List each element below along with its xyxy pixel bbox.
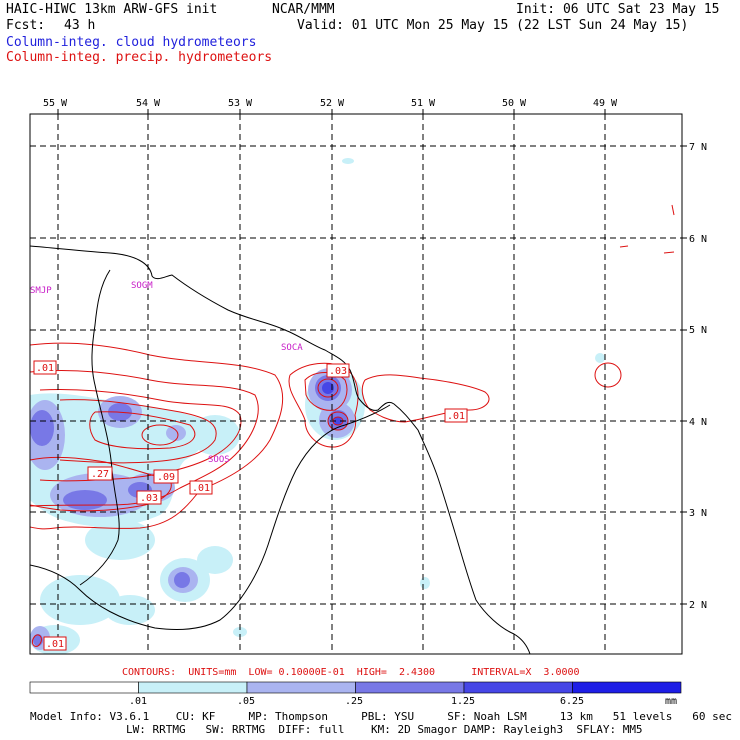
lon-label: 55 W [43, 98, 68, 109]
station-label: SOCA [281, 343, 303, 353]
colorbar-segment [355, 681, 465, 694]
forecast-label: Fcst: [6, 18, 46, 33]
field-precip-title: Column-integ. precip. hydrometeors [6, 50, 273, 65]
lon-label: 49 W [593, 98, 618, 109]
colorbar-tick: .05 [237, 696, 255, 707]
svg-text:.01: .01 [36, 363, 54, 374]
lon-label: 54 W [136, 98, 161, 109]
station-label: SOGM [131, 281, 153, 291]
svg-text:.01: .01 [447, 411, 465, 422]
model-info-line-2: LW: RRTMG SW: RRTMG DIFF: full KM: 2D Sm… [126, 723, 643, 736]
colorbar-tick: .25 [345, 696, 363, 707]
contour-label: .01 [189, 480, 213, 495]
model-info-line-1: Model Info: V3.6.1 CU: KF MP: Thompson P… [30, 710, 732, 723]
lat-lon-grid [30, 114, 682, 654]
init-time: Init: 06 UTC Sat 23 May 15 [516, 2, 720, 17]
lat-label: 3 N [689, 508, 707, 519]
colorbar-tick: 1.25 [451, 696, 475, 707]
field-cloud-title: Column-integ. cloud hydrometeors [6, 35, 257, 50]
valid-time: Valid: 01 UTC Mon 25 May 15 (22 LST Sun … [297, 18, 689, 33]
station-label: SOOS [208, 455, 230, 465]
colorbar-segment [138, 681, 248, 694]
colorbar-segment [572, 681, 682, 694]
contour-label: .01 [444, 408, 468, 423]
lon-label: 53 W [228, 98, 253, 109]
lat-label: 4 N [689, 417, 707, 428]
svg-text:.09: .09 [157, 472, 175, 483]
lat-label: 5 N [689, 325, 707, 336]
colorbar-tick: 6.25 [560, 696, 584, 707]
lon-label: 51 W [411, 98, 436, 109]
colorbar-segment [463, 681, 573, 694]
lon-label: 50 W [502, 98, 527, 109]
lat-label: 7 N [689, 142, 707, 153]
svg-text:.03: .03 [329, 366, 347, 377]
contour-label: .01 [33, 360, 57, 375]
svg-text:.01: .01 [46, 639, 64, 650]
station-label: SMJP [30, 286, 52, 296]
contour-info: CONTOURS: UNITS=mm LOW= 0.10000E-01 HIGH… [122, 667, 580, 678]
lat-label: 2 N [689, 600, 707, 611]
forecast-hour: 43 h [64, 18, 96, 33]
axis-ticks [57, 109, 687, 605]
contour-label: .03 [326, 363, 350, 378]
svg-text:.03: .03 [140, 493, 158, 504]
colorbar-segment [29, 681, 139, 694]
shaded-fields [30, 158, 675, 654]
plot-frame [29, 113, 683, 655]
org-label: NCAR/MMM [272, 2, 335, 17]
contour-label: .03 [136, 490, 162, 505]
colorbar-tick: .01 [129, 696, 147, 707]
colorbar [29, 681, 682, 694]
svg-text:.27: .27 [91, 469, 109, 480]
colorbar-unit: mm [665, 696, 677, 707]
svg-text:.01: .01 [192, 483, 210, 494]
model-title: HAIC-HIWC 13km ARW-GFS init [6, 2, 218, 17]
colorbar-segment [246, 681, 356, 694]
lat-label: 6 N [689, 234, 707, 245]
contour-label: .01 [43, 636, 67, 651]
contour-label: .27 [87, 466, 113, 481]
contour-label: .09 [153, 469, 179, 484]
lon-label: 52 W [320, 98, 345, 109]
